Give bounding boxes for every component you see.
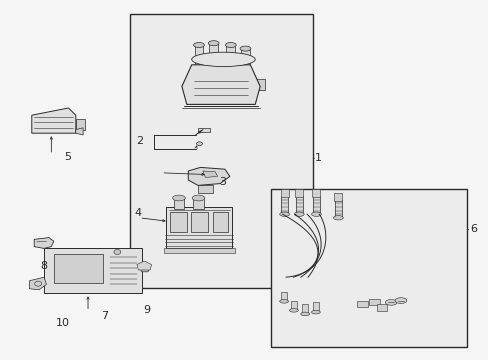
Bar	[290, 301, 296, 310]
Ellipse shape	[333, 216, 343, 220]
Bar	[241, 49, 249, 68]
Bar	[190, 212, 207, 232]
Text: 5: 5	[64, 152, 71, 162]
Bar	[312, 302, 318, 311]
Bar	[334, 200, 341, 218]
Bar	[54, 254, 102, 283]
Polygon shape	[376, 304, 386, 311]
Ellipse shape	[225, 42, 236, 48]
Bar	[295, 189, 303, 197]
Bar	[163, 248, 234, 253]
Ellipse shape	[300, 312, 309, 316]
Ellipse shape	[191, 52, 255, 67]
Bar	[226, 45, 235, 65]
Bar	[173, 198, 184, 209]
Text: 7: 7	[102, 311, 108, 321]
Text: 10: 10	[56, 318, 69, 328]
Ellipse shape	[114, 249, 121, 255]
Bar	[194, 45, 203, 65]
Bar	[271, 189, 466, 347]
Polygon shape	[203, 171, 217, 177]
Text: 2: 2	[136, 136, 142, 147]
Polygon shape	[32, 108, 76, 133]
Bar	[76, 119, 84, 130]
Polygon shape	[182, 65, 260, 104]
Text: 8: 8	[41, 261, 47, 271]
Bar	[193, 198, 203, 209]
Ellipse shape	[289, 309, 298, 312]
Bar	[194, 79, 247, 101]
Ellipse shape	[192, 195, 204, 201]
Text: 3: 3	[219, 177, 225, 187]
Polygon shape	[368, 299, 379, 305]
Ellipse shape	[196, 142, 202, 145]
Ellipse shape	[311, 212, 321, 216]
Bar	[281, 292, 286, 301]
Bar	[198, 185, 212, 193]
Bar	[170, 212, 187, 232]
Ellipse shape	[385, 300, 396, 305]
Ellipse shape	[311, 310, 320, 314]
Bar	[198, 128, 210, 132]
Bar	[295, 196, 302, 214]
Ellipse shape	[208, 41, 219, 46]
Text: 1: 1	[315, 153, 322, 163]
Polygon shape	[356, 301, 367, 307]
Bar	[281, 196, 287, 214]
Bar	[312, 196, 319, 214]
Ellipse shape	[240, 46, 250, 51]
Polygon shape	[139, 263, 149, 272]
Text: 6: 6	[469, 224, 476, 234]
Ellipse shape	[279, 212, 289, 216]
Text: 9: 9	[143, 305, 150, 315]
Bar	[44, 248, 142, 293]
Ellipse shape	[394, 298, 406, 303]
Ellipse shape	[172, 195, 185, 201]
Bar	[166, 207, 232, 248]
Polygon shape	[34, 238, 54, 248]
Bar	[280, 189, 288, 197]
Ellipse shape	[193, 42, 204, 48]
Polygon shape	[76, 128, 83, 135]
Polygon shape	[29, 277, 46, 290]
Bar	[302, 304, 307, 313]
Polygon shape	[137, 261, 151, 270]
Bar	[312, 189, 320, 197]
Bar	[212, 212, 228, 232]
Bar	[334, 193, 342, 201]
Ellipse shape	[279, 300, 288, 303]
Bar	[209, 43, 218, 63]
Text: 4: 4	[135, 208, 142, 218]
Ellipse shape	[294, 212, 304, 216]
Bar	[255, 79, 264, 90]
Bar	[129, 14, 312, 288]
Polygon shape	[188, 167, 229, 185]
